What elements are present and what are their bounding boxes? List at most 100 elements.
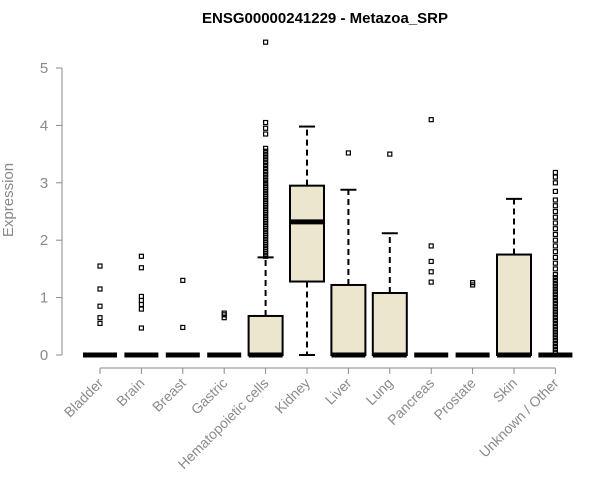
outlier-point	[552, 323, 559, 329]
outlier-point	[552, 260, 559, 266]
outlier-point	[552, 274, 559, 281]
x-tick-label: Bladder	[61, 375, 107, 421]
outlier-point	[552, 203, 559, 209]
y-tick-label: 5	[40, 60, 48, 77]
box-pancreas	[414, 117, 449, 358]
x-tick-label: Brain	[113, 375, 147, 409]
outlier-point	[263, 119, 269, 126]
outlier-point	[552, 326, 559, 332]
outlier-point	[97, 303, 103, 309]
x-tick-label: Liver	[322, 375, 355, 408]
outlier-point	[552, 329, 559, 335]
outlier-point	[552, 197, 559, 203]
outlier-point	[552, 306, 559, 312]
box-brain	[124, 253, 159, 358]
x-tick-label: Breast	[149, 375, 189, 415]
outlier-point	[552, 226, 559, 232]
box-body	[496, 253, 532, 356]
x-tick-label: Prostate	[431, 375, 479, 423]
outlier-point	[221, 310, 227, 316]
outlier-point	[387, 151, 393, 157]
box-body	[330, 283, 367, 356]
outlier-point	[552, 338, 559, 344]
outlier-point	[138, 297, 144, 304]
outlier-point	[552, 208, 559, 215]
y-tick-label: 1	[40, 290, 48, 307]
outlier-point	[552, 297, 559, 304]
outlier-point	[552, 277, 559, 283]
box-skin	[496, 197, 532, 358]
outlier-point	[138, 253, 144, 259]
outlier-point	[552, 180, 559, 186]
outlier-point	[552, 300, 559, 306]
outlier-point	[552, 254, 559, 261]
outlier-point	[552, 335, 559, 341]
outlier-point	[552, 272, 559, 278]
outlier-point	[552, 289, 559, 295]
outlier-point	[263, 125, 269, 131]
outlier-point	[263, 162, 269, 169]
outlier-point	[428, 258, 434, 265]
x-tick-label: Skin	[490, 375, 521, 406]
outlier-point	[552, 220, 559, 226]
outlier-point	[263, 131, 269, 137]
box-bladder	[83, 263, 117, 358]
box-prostate	[455, 280, 490, 358]
outlier-point	[552, 292, 559, 298]
outlier-point	[552, 295, 559, 301]
outlier-point	[552, 286, 559, 292]
outlier-point	[138, 293, 144, 300]
outlier-point	[552, 340, 559, 347]
y-tick-label: 4	[40, 117, 48, 134]
outlier-point	[138, 306, 144, 312]
outlier-point	[263, 168, 269, 174]
outlier-point	[263, 39, 269, 45]
outlier-point	[138, 301, 144, 308]
outlier-point	[428, 117, 434, 123]
box-kidney	[289, 125, 325, 356]
y-tick-label: 2	[40, 232, 48, 249]
outlier-point	[552, 169, 559, 176]
outlier-point	[263, 165, 269, 172]
outlier-point	[97, 263, 103, 269]
outlier-point	[180, 324, 186, 331]
box-body	[289, 184, 325, 283]
outlier-point	[138, 325, 144, 331]
outlier-point	[552, 231, 559, 238]
outlier-point	[428, 269, 434, 275]
box-lung	[371, 151, 408, 358]
outlier-point	[552, 237, 559, 243]
outlier-point	[263, 148, 269, 154]
outlier-point	[552, 280, 559, 286]
outlier-point	[263, 145, 269, 151]
outlier-point	[552, 346, 559, 352]
outlier-point	[263, 151, 269, 157]
outlier-point	[552, 309, 559, 315]
box-breast	[165, 277, 200, 358]
outlier-point	[428, 279, 434, 285]
outlier-point	[552, 174, 559, 180]
outlier-point	[97, 320, 103, 327]
outlier-point	[263, 174, 269, 180]
outlier-point	[428, 243, 434, 249]
outlier-point	[552, 317, 559, 324]
outlier-point	[552, 283, 559, 289]
box-liver	[330, 150, 367, 358]
outlier-point	[263, 180, 269, 186]
box-gastric	[207, 310, 242, 358]
outlier-point	[180, 277, 186, 283]
y-axis: 0 1 2 3 4 5	[40, 60, 63, 364]
outlier-point	[263, 157, 269, 163]
x-tick-label: Unknown / Other	[476, 375, 562, 461]
outlier-point	[552, 312, 559, 318]
outlier-point	[552, 266, 559, 272]
outlier-point	[345, 150, 351, 156]
outlier-point	[470, 280, 476, 286]
box-hematopoietic-cells	[247, 39, 284, 358]
outlier-point	[552, 332, 559, 338]
box-body	[371, 292, 408, 356]
box-body	[247, 314, 284, 356]
outlier-point	[97, 315, 103, 321]
